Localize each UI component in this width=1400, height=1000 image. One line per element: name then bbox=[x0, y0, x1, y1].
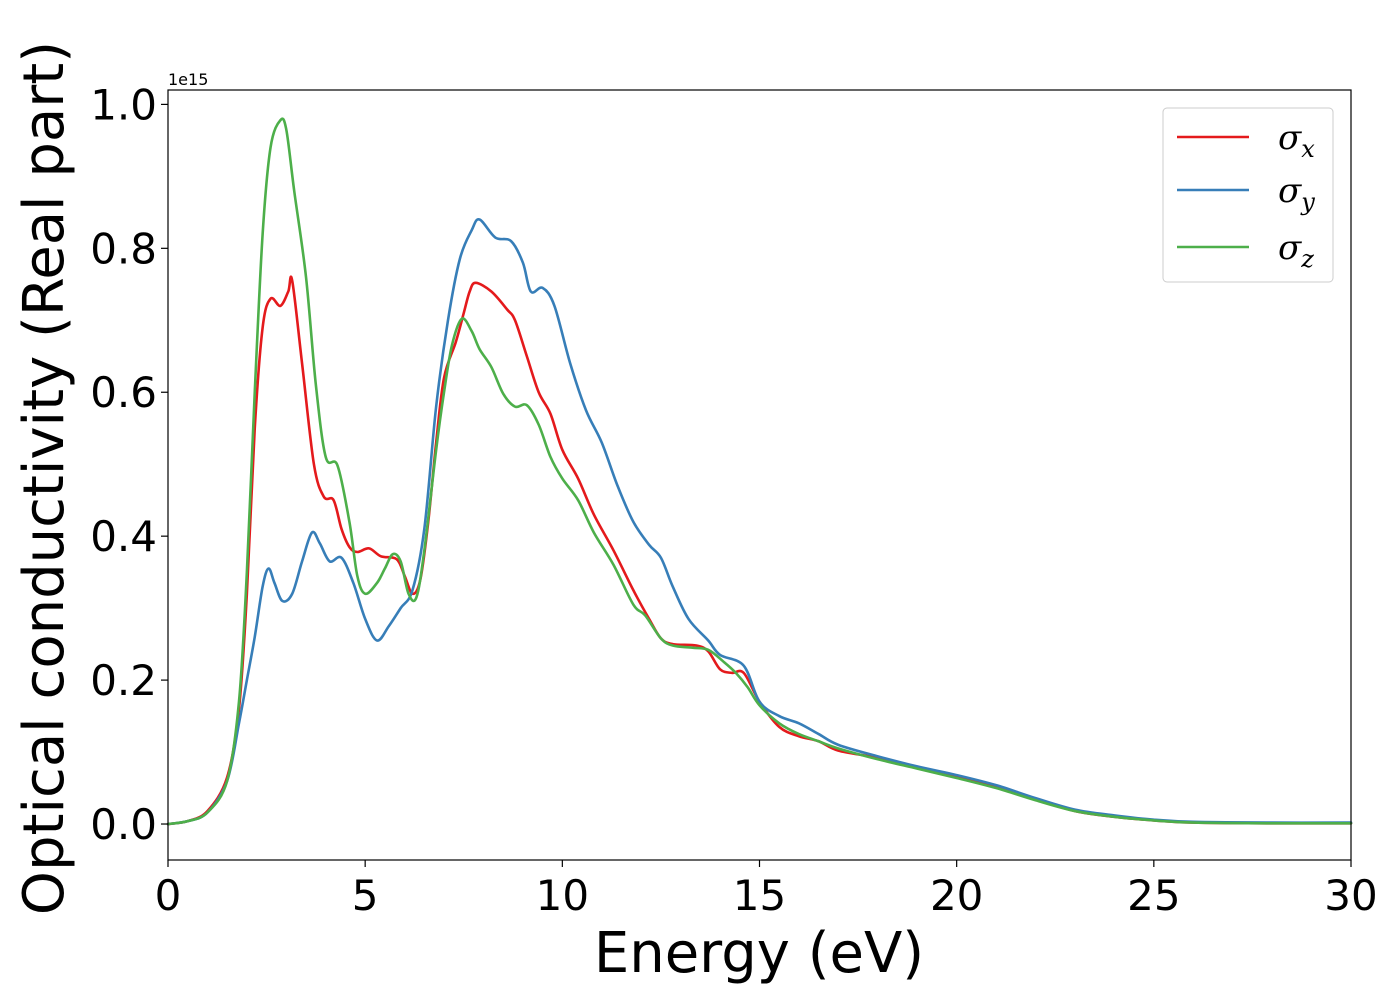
y-tick-label: 0.4 bbox=[90, 512, 157, 561]
y-tick-label: 1.0 bbox=[90, 80, 157, 129]
x-tick-label: 10 bbox=[536, 871, 589, 920]
series-layer bbox=[166, 117, 1353, 826]
x-tick-label: 20 bbox=[930, 871, 983, 920]
x-axis-ticks: 0 5 10 15 20 25 30 bbox=[155, 860, 1378, 920]
y-tick-label: 0.0 bbox=[90, 800, 157, 849]
y-axis-offset-label: 1e15 bbox=[168, 70, 208, 89]
y-tick-label: 0.8 bbox=[90, 224, 157, 273]
x-axis-label: Energy (eV) bbox=[594, 921, 924, 986]
y-axis-label: Optical conductivity (Real part) bbox=[12, 41, 77, 915]
x-tick-label: 5 bbox=[352, 871, 379, 920]
x-tick-label: 0 bbox=[155, 871, 182, 920]
legend-frame bbox=[1162, 107, 1334, 283]
x-tick-label: 30 bbox=[1324, 871, 1377, 920]
y-axis-ticks: 0.0 0.2 0.4 0.6 0.8 1.0 bbox=[90, 80, 168, 849]
x-tick-label: 25 bbox=[1127, 871, 1180, 920]
y-tick-label: 0.2 bbox=[90, 656, 157, 705]
series-line-x bbox=[166, 275, 1353, 826]
series-line-z bbox=[166, 117, 1353, 826]
y-tick-label: 0.6 bbox=[90, 368, 157, 417]
x-tick-label: 15 bbox=[733, 871, 786, 920]
series-line-y bbox=[166, 218, 1353, 826]
